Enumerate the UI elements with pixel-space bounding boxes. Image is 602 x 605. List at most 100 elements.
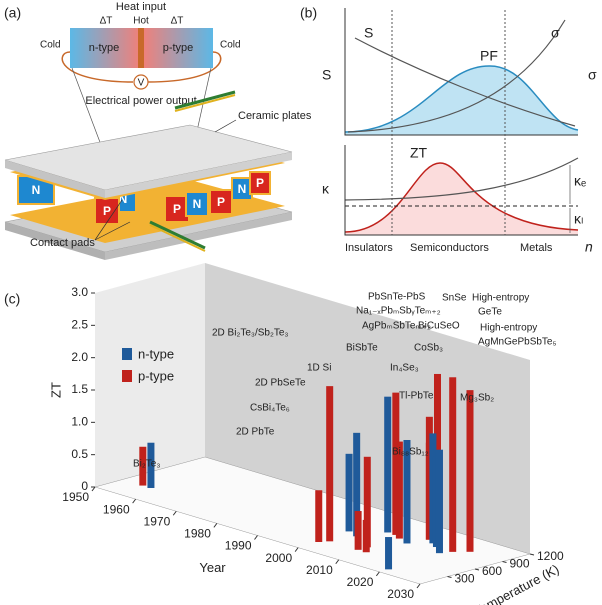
bar-annotation: 2D PbTe [236,427,275,438]
bar-annotation: Bi₂Te₃ [133,459,160,470]
bar [345,453,353,532]
leg-label: P [173,202,181,216]
sigma-curve [347,19,566,133]
leader-line [214,119,237,133]
bar [363,456,371,548]
panel-label: (a) [4,5,21,21]
delta-t: ΔT [171,16,184,27]
bar [429,433,437,544]
cable [149,220,206,250]
cold-label: Cold [40,40,61,51]
x-tick [335,559,340,565]
region-label: Metals [520,242,553,254]
panel-label: (b) [300,5,317,21]
leg [17,175,55,205]
x-tick [416,583,421,589]
z-tick-label: 1.5 [71,382,88,396]
x-tick [91,486,96,492]
bar-annotation: 2D PbSeTe [255,378,306,389]
bar [425,442,433,540]
leg [94,197,120,225]
curve-label: S [364,25,373,41]
x-tick-label: 2000 [265,551,292,565]
p-type-block [143,28,213,68]
leg-label: P [103,204,111,218]
y-tick [502,561,507,563]
bar-annotation: 1D Si [307,363,331,374]
bar [354,511,362,550]
leg-label: N [238,182,247,196]
axis [344,8,578,136]
plate-side [5,222,105,260]
kappa-l: κₗ [574,211,583,227]
axis-label: σ [588,67,597,83]
bar-annotation: High-entropy [472,293,529,304]
bar [385,537,393,570]
leader-line [94,199,123,241]
bar [147,442,155,488]
cold-label: Cold [220,40,241,51]
x-tick [375,571,380,577]
x-tick [254,535,258,540]
curve-label: σ [551,25,560,41]
panel-label: (c) [4,291,20,307]
bar [449,377,457,552]
panel-c: (c) 0 0.5 1.0 1.5 2.0 2.5 3.0 1950 1960 1970 1980 1… [4,263,564,605]
cable [174,90,236,110]
leg [209,189,233,215]
cable [174,94,236,112]
contact-pads: Contact pads [30,237,95,249]
wire [147,51,222,83]
p-type-label: p-type [163,42,194,54]
x-tick-label: 2030 [387,587,414,601]
bar [466,390,474,552]
y-tick-label: 300 [455,572,475,586]
cable [149,224,206,252]
zt-area [345,163,578,235]
kappa-e: κₑ [574,173,586,189]
bar-annotation: Tl-PbTe [399,391,434,402]
n-type-block [70,28,140,68]
z-tick-label: 0.5 [71,447,88,461]
z-tick-label: 3.0 [71,285,88,299]
y-tick-label: 1200 [537,549,564,563]
bar [326,386,334,542]
side-wall [95,263,205,487]
curve-label: PF [480,48,498,64]
legend-label: n-type [138,346,174,361]
x-tick-label: 1960 [103,502,130,516]
region-label: Semiconductors [410,242,489,254]
bar [315,490,323,542]
y-tick [447,576,452,578]
bar-annotation: Mg₃Sb₂ [460,393,494,404]
leg [185,191,209,217]
bar-annotation: Bi₈₈Sb₁₂ [392,447,429,458]
delta-t: ΔT [100,16,113,27]
bar [384,396,392,533]
x-tick [294,547,299,552]
x-tick-label: 1990 [225,539,252,553]
wire [61,51,134,83]
x-tick-label: 1970 [144,514,171,528]
axis-label: κ [322,181,330,197]
n-type-label: n-type [89,42,120,54]
bar-annotation: GeTe [478,307,502,318]
bar [139,446,147,486]
legs: NNP P N PN P [17,171,271,225]
plate-side [105,212,292,260]
x-axis-label: Year [199,560,226,575]
curve-label: ZT [410,145,428,161]
leg-label: P [256,176,264,190]
axis-label: S [322,67,331,83]
z-tick-label: 0 [81,479,88,493]
bar [395,441,403,539]
leg-label: P [217,195,225,209]
y-tick-label: 900 [510,557,530,571]
y-tick [529,553,535,556]
leg-label: N [119,192,128,206]
hot: Hot [133,16,149,27]
x-tick [172,510,177,516]
bar-annotation: BiCuSeO [418,321,460,332]
power-output: Electrical power output [85,95,196,107]
